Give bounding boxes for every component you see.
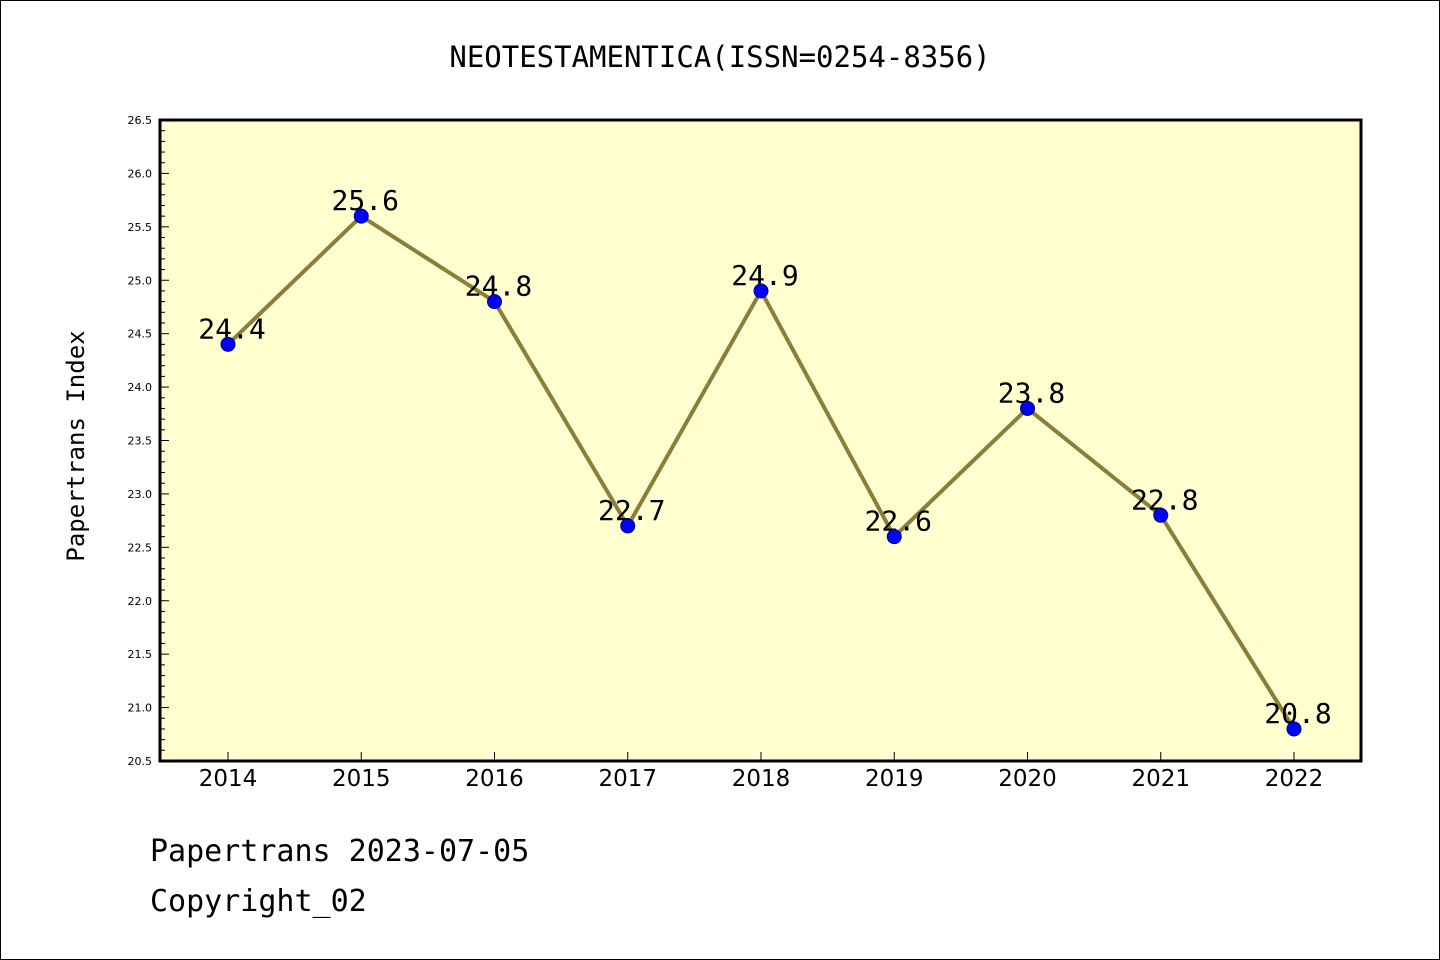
y-tick-label: 26.5 [128,114,153,127]
x-tick-label: 2014 [199,766,258,792]
footer-copyright: Copyright_02 [150,884,367,919]
y-tick-label: 23.5 [128,435,153,448]
x-tick-label: 2019 [865,766,924,792]
x-tick-label: 2017 [598,766,657,792]
x-tick-label: 2021 [1131,766,1190,792]
chart-title: NEOTESTAMENTICA(ISSN=0254-8356) [449,40,990,74]
y-tick-label: 24.0 [128,381,153,394]
y-tick-label: 22.5 [128,541,153,554]
data-point [886,529,902,545]
data-point [753,283,769,299]
x-tick-label: 2016 [465,766,524,792]
y-axis-label: Papertrans Index [62,330,90,561]
x-tick-label: 2015 [332,766,391,792]
data-point [620,518,636,534]
y-tick-label: 22.0 [128,595,153,608]
data-labels: 24.425.624.822.724.922.623.822.820.8 [198,184,1331,730]
y-tick-label: 26.0 [128,167,153,180]
x-tick-label: 2020 [998,766,1057,792]
y-tick-label: 20.5 [128,755,153,768]
plot-area [160,120,1361,761]
y-axis-tick-labels: 20.5 21.0 21.5 22.0 22.5 23.0 23.5 24.0 24.5 25.0… [128,114,153,768]
footer-date: Papertrans 2023-07-05 [150,834,530,869]
data-point [220,336,236,352]
y-tick-label: 23.0 [128,488,153,501]
y-tick-label: 25.0 [128,274,153,287]
x-axis-tick-labels: 2014 2015 2016 2017 2018 2019 2020 2021 2022 [199,766,1324,792]
y-tick-label: 21.0 [128,702,153,715]
x-tick-label: 2018 [732,766,791,792]
y-tick-label: 24.5 [128,328,153,341]
data-point [353,208,369,224]
y-tick-label: 21.5 [128,648,153,661]
data-point-markers [220,208,1302,737]
data-point [1286,721,1302,737]
x-tick-label: 2022 [1265,766,1324,792]
y-tick-label: 25.5 [128,221,153,234]
plot-border [158,118,1363,763]
data-point [487,294,502,310]
data-point [1020,400,1035,416]
data-point [1153,507,1169,523]
